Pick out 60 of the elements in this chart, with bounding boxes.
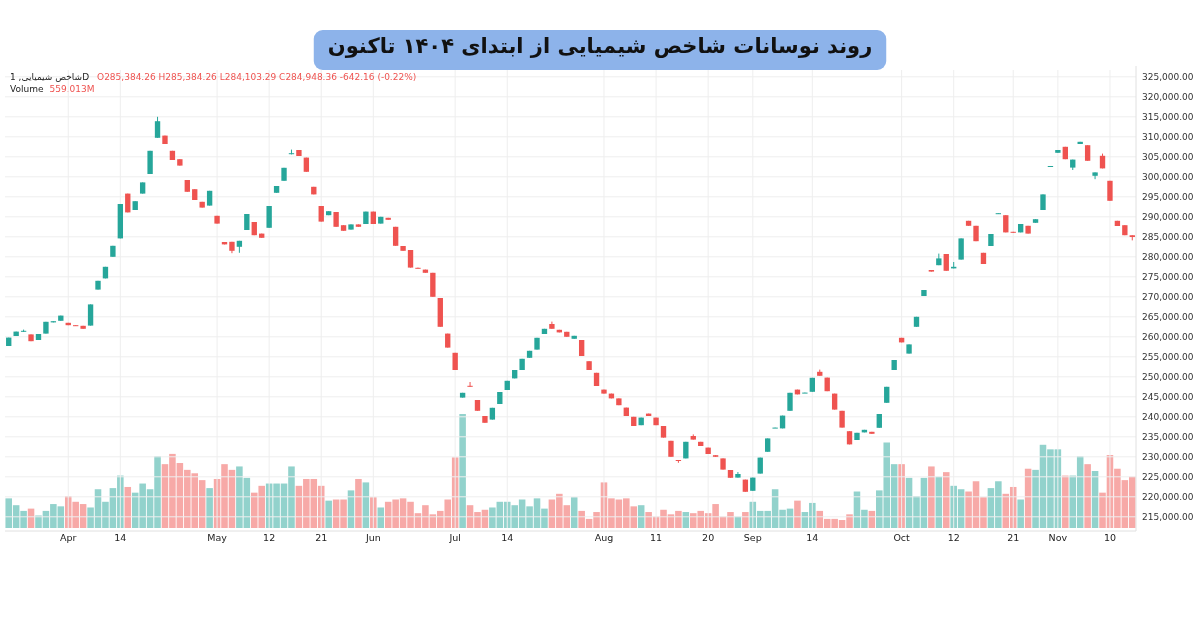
y-tick-label: 315,000.00 [1142,112,1194,123]
x-tick-label: Nov [1048,532,1068,543]
y-tick-label: 225,000.00 [1142,472,1194,483]
bar [124,486,132,528]
chart-title: روند نوسانات شاخص شیمیایی از ابتدای ۱۴۰۴ تاکنون [327,34,873,58]
y-tick-label: 280,000.00 [1142,252,1194,263]
y-tick-label: 275,000.00 [1142,272,1194,283]
x-tick-label: Sep [743,532,762,543]
x-tick-label: 12 [947,532,960,543]
annotation: O285,384.26 H285,384.26 L284,103.29 C284,948.36 -642.16 (-0.22%) [97,72,417,82]
bar [1017,499,1024,528]
y-tick-label: 325,000.00 [1142,72,1194,83]
x-tick-label: Jul [448,532,461,543]
x-tick-label: 20 [702,532,715,543]
y-tick-label: 320,000.00 [1142,92,1194,103]
y-tick-label: 250,000.00 [1142,372,1194,383]
y-tick-label: 265,000.00 [1142,312,1194,323]
bar [928,466,935,528]
bar [206,488,213,528]
x-tick-label: 11 [650,532,663,543]
bar [459,414,466,528]
y-tick-label: 230,000.00 [1142,452,1194,463]
y-tick-label: 240,000.00 [1142,412,1194,423]
x-tick-label: Aug [594,532,614,543]
y-tick-label: 295,000.00 [1142,192,1194,203]
y-tick-label: 270,000.00 [1142,292,1194,303]
bar [1062,475,1069,528]
bar [325,500,332,528]
y-tick-label: 310,000.00 [1142,132,1194,143]
x-tick-label: Oct [893,532,911,543]
bar [942,472,950,528]
x-tick-label: May [207,532,228,543]
title: روند نوسانات شاخص شیمیایی از ابتدای ۱۴۰۴ تاکنون [313,30,887,70]
y-tick-label: 245,000.00 [1142,392,1194,403]
x-tick-label: 14 [806,532,819,543]
bar [355,478,362,528]
bar [794,500,801,528]
annotation: 559.013M [49,84,95,94]
y-tick-label: 260,000.00 [1142,332,1194,343]
y-tick-label: 305,000.00 [1142,152,1194,163]
x-tick-label: Apr [60,532,77,543]
x-tick-label: 12 [263,532,276,543]
x-tick-label: Jun [364,532,381,543]
bar [742,512,749,528]
chart-title: Volume [10,84,44,94]
annotation: شاخص شیمیایی, 1D [10,72,90,82]
y-tick-label: 215,000.00 [1142,512,1194,523]
bar [377,507,385,528]
x-tick-label: 21 [315,532,328,543]
y-tick-label: 300,000.00 [1142,172,1194,183]
x-tick-label: 14 [114,532,127,543]
y-tick-label: 235,000.00 [1142,432,1194,443]
y-tick-label: 285,000.00 [1142,232,1194,243]
y-tick-label: 255,000.00 [1142,352,1194,363]
x-tick-label: 14 [501,532,514,543]
y-tick-label: 290,000.00 [1142,212,1194,223]
y-tick-label: 220,000.00 [1142,492,1194,503]
bar [1084,464,1091,528]
x-tick-label: 21 [1007,532,1020,543]
x-tick-label: 10 [1103,532,1116,543]
